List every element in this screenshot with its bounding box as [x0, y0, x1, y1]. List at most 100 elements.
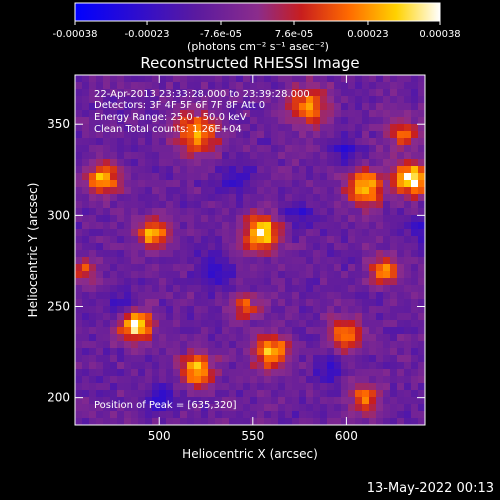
heatmap-cell — [236, 334, 244, 342]
heatmap-cell — [341, 271, 349, 279]
heatmap-cell — [264, 285, 272, 293]
heatmap-cell — [89, 173, 97, 181]
heatmap-cell — [383, 257, 391, 265]
heatmap-cell — [110, 180, 118, 188]
heatmap-cell — [96, 264, 104, 272]
heatmap-cell — [208, 299, 216, 307]
heatmap-cell — [187, 313, 195, 321]
heatmap-cell — [355, 201, 363, 209]
heatmap-cell — [96, 215, 104, 223]
heatmap-cell — [103, 320, 111, 328]
heatmap-cell — [313, 89, 321, 97]
heatmap-cell — [131, 208, 139, 216]
annotation-energy: Energy Range: 25.0 - 50.0 keV — [94, 112, 247, 123]
heatmap-cell — [390, 166, 398, 174]
heatmap-cell — [397, 397, 405, 405]
heatmap-cell — [145, 236, 153, 244]
heatmap-cell — [362, 327, 370, 335]
heatmap-cell — [271, 264, 279, 272]
heatmap-cell — [257, 229, 265, 237]
heatmap-cell — [320, 299, 328, 307]
heatmap-cell — [96, 187, 104, 195]
heatmap-cell — [306, 271, 314, 279]
heatmap-cell — [355, 250, 363, 258]
heatmap-cell — [131, 292, 139, 300]
heatmap-cell — [383, 278, 391, 286]
heatmap-cell — [159, 187, 167, 195]
heatmap-cell — [194, 383, 202, 391]
heatmap-cell — [299, 397, 307, 405]
heatmap-cell — [131, 327, 139, 335]
heatmap-cell — [376, 229, 384, 237]
heatmap-cell — [369, 180, 377, 188]
heatmap-cell — [103, 82, 111, 90]
heatmap-cell — [159, 418, 167, 426]
heatmap-cell — [201, 215, 209, 223]
heatmap-cell — [131, 243, 139, 251]
heatmap-cell — [383, 229, 391, 237]
heatmap-cell — [292, 341, 300, 349]
heatmap-cell — [376, 145, 384, 153]
heatmap-cell — [180, 96, 188, 104]
heatmap-cell — [404, 222, 412, 230]
heatmap-cell — [362, 369, 370, 377]
heatmap-cell — [236, 355, 244, 363]
heatmap-cell — [250, 229, 258, 237]
heatmap-cell — [159, 362, 167, 370]
heatmap-cell — [271, 355, 279, 363]
heatmap-cell — [278, 306, 286, 314]
heatmap-cell — [215, 327, 223, 335]
heatmap-cell — [103, 124, 111, 132]
heatmap-cell — [110, 187, 118, 195]
heatmap-cell — [201, 187, 209, 195]
heatmap-cell — [159, 222, 167, 230]
heatmap-cell — [236, 271, 244, 279]
heatmap-cell — [327, 187, 335, 195]
heatmap-cell — [390, 397, 398, 405]
heatmap-cell — [152, 264, 160, 272]
heatmap-cell — [327, 131, 335, 139]
heatmap-cell — [411, 110, 419, 118]
heatmap-cell — [348, 348, 356, 356]
heatmap-cell — [124, 96, 132, 104]
heatmap-cell — [131, 201, 139, 209]
heatmap-cell — [208, 411, 216, 419]
heatmap-cell — [376, 131, 384, 139]
heatmap-cell — [215, 222, 223, 230]
heatmap-cell — [110, 82, 118, 90]
heatmap-cell — [75, 306, 83, 314]
heatmap-cell — [334, 138, 342, 146]
colorbar-tick-label: 0.00023 — [347, 29, 388, 40]
heatmap-cell — [376, 166, 384, 174]
heatmap-cell — [278, 131, 286, 139]
heatmap-cell — [257, 131, 265, 139]
heatmap-cell — [257, 362, 265, 370]
heatmap-cell — [271, 124, 279, 132]
heatmap-cell — [215, 110, 223, 118]
heatmap-cell — [173, 96, 181, 104]
heatmap-cell — [117, 292, 125, 300]
heatmap-cell — [243, 208, 251, 216]
heatmap-cell — [103, 173, 111, 181]
heatmap-cell — [264, 390, 272, 398]
heatmap-cell — [201, 152, 209, 160]
heatmap-cell — [327, 313, 335, 321]
heatmap-cell — [222, 327, 230, 335]
heatmap-cell — [369, 257, 377, 265]
heatmap-cell — [341, 418, 349, 426]
heatmap-cell — [278, 117, 286, 125]
heatmap-cell — [250, 369, 258, 377]
heatmap-cell — [418, 418, 426, 426]
heatmap-cell — [131, 397, 139, 405]
heatmap-cell — [271, 390, 279, 398]
heatmap-cell — [383, 355, 391, 363]
heatmap-cell — [278, 166, 286, 174]
heatmap-cell — [145, 376, 153, 384]
heatmap-cell — [390, 208, 398, 216]
heatmap-cell — [418, 404, 426, 412]
heatmap-cell — [383, 194, 391, 202]
heatmap-cell — [187, 418, 195, 426]
heatmap-cell — [96, 222, 104, 230]
heatmap-cell — [103, 264, 111, 272]
heatmap-cell — [327, 278, 335, 286]
